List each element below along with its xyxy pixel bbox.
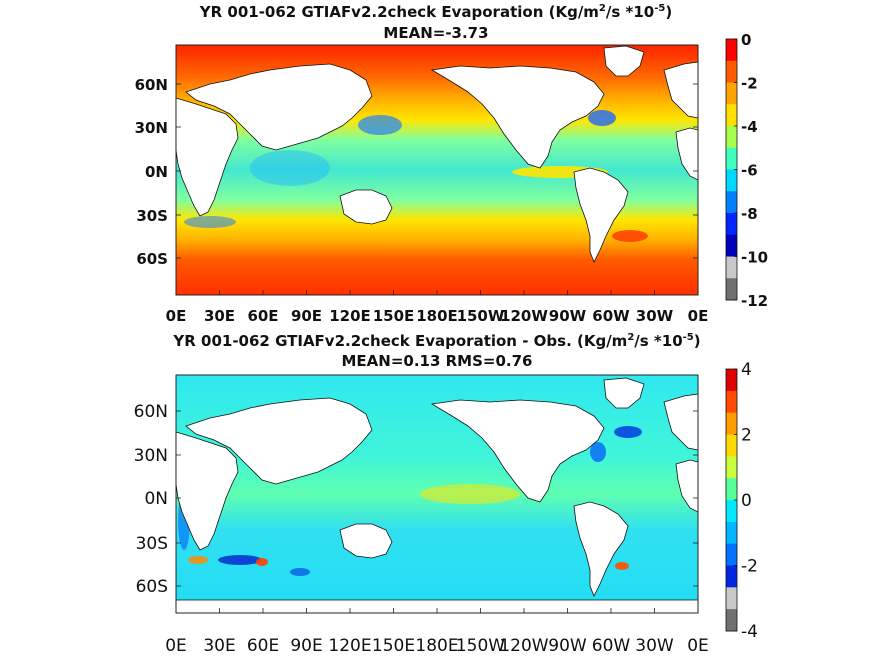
y-tick-label: 30N (135, 119, 168, 137)
x-tick-label: 120E (329, 307, 371, 325)
top-subtitle: MEAN=-3.73 (383, 24, 488, 42)
top-title: YR 001-062 GTIAFv2.2check Evaporation (K… (199, 3, 672, 21)
colorbar-tick-label: 0 (741, 491, 752, 511)
top-panel: YR 001-062 GTIAFv2.2check Evaporation (K… (135, 3, 769, 325)
colorbar-segment (726, 565, 737, 588)
colorbar-segment (726, 390, 737, 414)
colorbar-tick-label: -12 (741, 292, 768, 310)
y-tick-label: 60N (134, 402, 168, 422)
colorbar-segment (726, 104, 737, 127)
colorbar-segment (726, 434, 737, 457)
colorbar-segment (726, 147, 737, 170)
bottom-colorbar: 4 2 0 -2 -4 (725, 360, 758, 642)
top-map (175, 44, 699, 296)
bottom-y-axis: 60N 30N 0N 30S 60S (134, 402, 698, 597)
x-tick-label: 30W (636, 307, 674, 325)
bottom-subtitle: MEAN=0.13 RMS=0.76 (342, 352, 533, 370)
x-tick-label: 60W (592, 307, 630, 325)
colorbar-segment (726, 169, 737, 192)
y-tick-label: 60S (136, 250, 168, 268)
colorbar-tick-label: 2 (741, 426, 752, 446)
colorbar-segment (726, 256, 737, 279)
colorbar-segment (726, 478, 737, 501)
colorbar-tick-label: -2 (741, 557, 758, 577)
colorbar-segment (726, 213, 737, 236)
x-tick-label: 0E (166, 307, 187, 325)
x-tick-label: 30E (204, 307, 235, 325)
x-tick-label: 150E (373, 307, 415, 325)
colorbar-segment (726, 82, 737, 105)
y-tick-label: 30S (136, 207, 168, 225)
x-tick-label: 60E (247, 636, 279, 656)
colorbar-segment (726, 278, 737, 301)
x-tick-label: 0E (687, 636, 709, 656)
x-tick-label: 0E (688, 307, 709, 325)
x-tick-label: 150E (372, 636, 415, 656)
colorbar-tick-label: -10 (741, 249, 768, 267)
colorbar-tick-label: 4 (741, 360, 752, 380)
y-tick-label: 60N (135, 76, 168, 94)
colorbar-segment (726, 543, 737, 566)
colorbar-segment (726, 609, 737, 632)
x-tick-label: 120E (328, 636, 371, 656)
x-tick-label: 120W (499, 636, 548, 656)
x-tick-label: 150W (457, 307, 505, 325)
bottom-map (175, 374, 699, 614)
x-tick-label: 90E (291, 307, 322, 325)
colorbar-segment (726, 234, 737, 257)
x-tick-label: 180E (415, 636, 458, 656)
colorbar-segment (726, 126, 737, 149)
colorbar-segment (726, 587, 737, 610)
colorbar-segment (726, 39, 737, 62)
colorbar-segment (726, 521, 737, 545)
x-tick-label: 60E (247, 307, 278, 325)
colorbar-tick-label: -4 (741, 118, 758, 136)
colorbar-segment (726, 456, 737, 479)
x-tick-label: 30W (635, 636, 674, 656)
x-tick-label: 30E (203, 636, 235, 656)
x-tick-label: 90E (290, 636, 322, 656)
y-tick-label: 60S (136, 577, 168, 597)
x-tick-label: 180E (416, 307, 458, 325)
x-tick-label: 90W (548, 636, 587, 656)
colorbar-segment (726, 60, 737, 83)
colorbar-tick-label: -4 (741, 622, 758, 642)
colorbar-tick-label: -6 (741, 162, 758, 180)
colorbar-tick-label: -8 (741, 205, 758, 223)
bottom-title: YR 001-062 GTIAFv2.2check Evaporation - … (172, 332, 700, 350)
y-tick-label: 30N (134, 446, 168, 466)
colorbar-segment (726, 369, 737, 392)
x-tick-label: 0E (165, 636, 187, 656)
x-tick-label: 90W (549, 307, 587, 325)
x-tick-label: 150W (456, 636, 505, 656)
y-tick-label: 0N (145, 163, 168, 181)
top-y-axis: 60N 30N 0N 30S 60S (135, 76, 698, 268)
colorbar-segment (726, 412, 737, 435)
top-colorbar: 0 -2 -4 -6 -8 -10 -12 (725, 31, 768, 310)
y-tick-label: 0N (144, 489, 168, 509)
bottom-panel: YR 001-062 GTIAFv2.2check Evaporation - … (134, 332, 758, 656)
colorbar-tick-label: -2 (741, 75, 758, 93)
y-tick-label: 30S (136, 534, 168, 554)
x-tick-label: 120W (500, 307, 548, 325)
colorbar-segment (726, 191, 737, 214)
colorbar-segment (726, 500, 737, 523)
x-tick-label: 60W (592, 636, 631, 656)
colorbar-tick-label: 0 (741, 31, 751, 49)
